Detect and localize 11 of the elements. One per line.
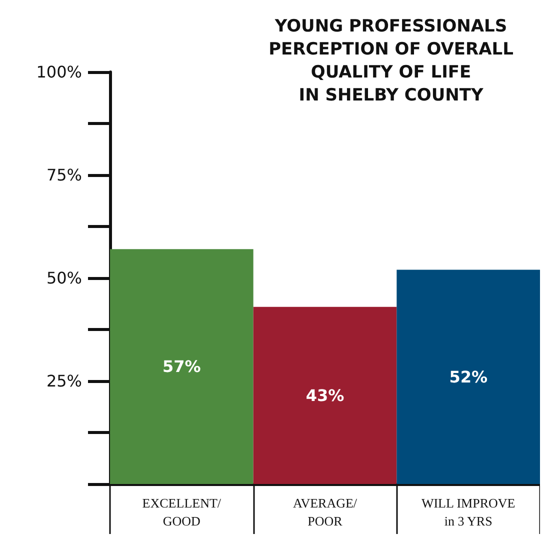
x-tick-label: EXCELLENT/ GOOD (142, 496, 222, 528)
y-tick-label: 100% (36, 62, 82, 82)
data-label: 57% (162, 357, 201, 376)
data-label: 52% (449, 367, 488, 386)
data-label: 43% (306, 386, 344, 405)
x-tick-label: AVERAGE/ POOR (292, 496, 358, 528)
y-tick-label: 25% (46, 372, 82, 390)
y-tick-label: 50% (46, 268, 82, 288)
x-tick-label: WILL IMPROVE in 3 YRS (421, 496, 516, 528)
chart-title: YOUNG PROFESSIONALS PERCEPTION OF OVERALL QUALITY OF LIFE IN SHELBY COUNTY (268, 16, 514, 106)
y-tick-label: 75% (46, 166, 82, 184)
